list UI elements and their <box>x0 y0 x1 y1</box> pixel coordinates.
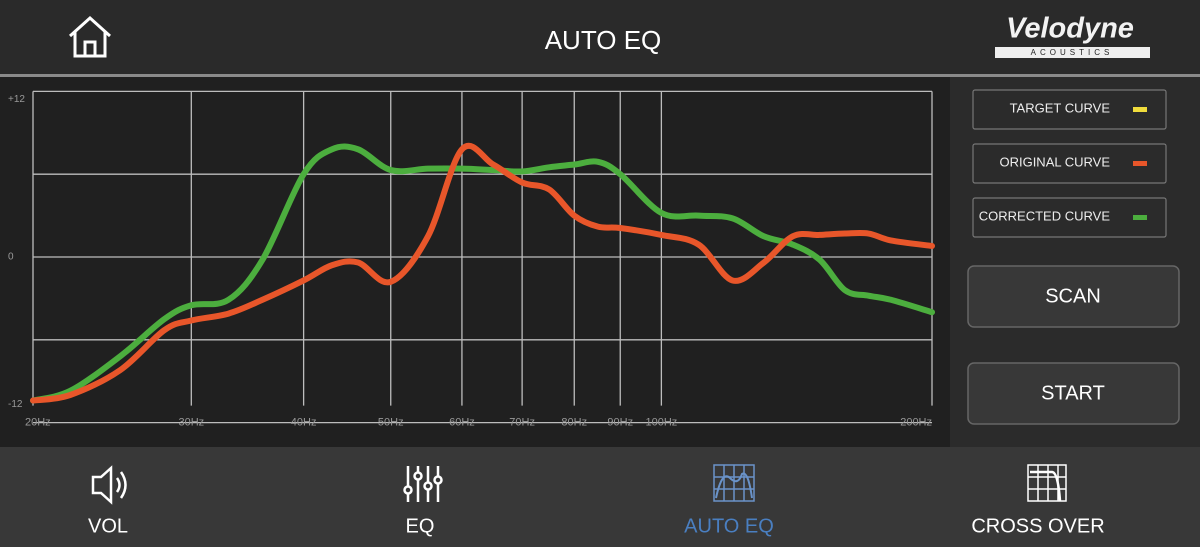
curve <box>30 142 935 404</box>
chart-bg <box>0 77 950 447</box>
nav-label[interactable]: CROSS OVER <box>971 515 1104 537</box>
legend-box <box>972 89 1167 130</box>
x-tick-label: 40Hz <box>291 417 317 429</box>
vol-icon <box>91 465 127 505</box>
legend-label: ORIGINAL CURVE <box>999 154 1110 169</box>
home-icon[interactable] <box>68 15 112 58</box>
crossover-icon <box>1027 464 1067 502</box>
x-tick-label: 200Hz <box>900 417 932 429</box>
legend-swatch <box>1133 107 1147 112</box>
x-tick-label: 30Hz <box>178 417 204 429</box>
legend-box <box>972 197 1167 238</box>
page-title: AUTO EQ <box>545 25 662 55</box>
x-tick-label: 70Hz <box>509 417 535 429</box>
nav-bar <box>0 447 1200 547</box>
header-bg <box>0 0 1200 75</box>
nav-label[interactable]: VOL <box>88 515 128 537</box>
x-tick-label: 20Hz <box>25 417 51 429</box>
legend-swatch <box>1133 161 1147 166</box>
x-tick-label: 50Hz <box>378 417 404 429</box>
button-label[interactable]: SCAN <box>1045 285 1101 307</box>
nav-label[interactable]: EQ <box>406 515 435 537</box>
x-tick-label: 60Hz <box>449 417 475 429</box>
x-tick-label: 100Hz <box>645 417 677 429</box>
brand-bar <box>995 47 1150 58</box>
auto-eq-icon <box>713 464 755 502</box>
button[interactable] <box>967 265 1180 328</box>
side-controls: TARGET CURVE ORIGINAL CURVE CORRECTED CURV… <box>967 89 1180 425</box>
y-tick-label: +12 <box>8 94 25 105</box>
legend-label: TARGET CURVE <box>1010 100 1111 115</box>
brand-sub: ACOUSTICS <box>1031 48 1114 57</box>
button-label[interactable]: START <box>1041 382 1105 404</box>
y-tick-label: -12 <box>8 399 23 410</box>
legend-swatch <box>1133 215 1147 220</box>
eq-icon <box>403 466 443 502</box>
nav-label[interactable]: AUTO EQ <box>684 515 774 537</box>
legend-box <box>972 143 1167 184</box>
button[interactable] <box>967 362 1180 425</box>
x-tick-label: 80Hz <box>561 417 587 429</box>
chart: -12 0 +12 20Hz 30Hz 40Hz 50Hz 60Hz 70Hz 80Hz 90Hz 1… <box>8 90 935 429</box>
curve <box>30 143 935 404</box>
brand: Velodyne <box>1006 13 1134 45</box>
x-tick-label: 90Hz <box>607 417 633 429</box>
y-tick-label: 0 <box>8 252 14 263</box>
legend-label: CORRECTED CURVE <box>979 208 1111 223</box>
header-rule <box>0 74 1200 77</box>
nav: VOL EQ AUTO EQ CROSS OVER <box>88 515 1105 537</box>
